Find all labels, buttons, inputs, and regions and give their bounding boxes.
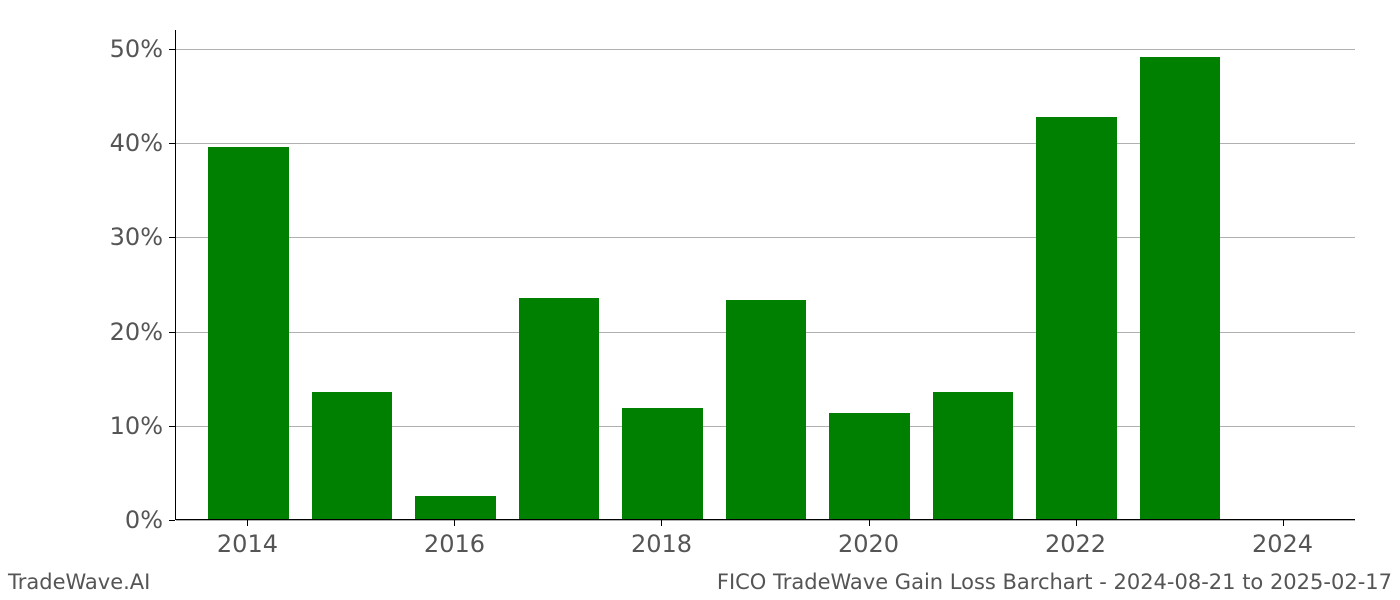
ytick-label: 30%	[105, 223, 163, 251]
xtick-label: 2016	[424, 530, 485, 558]
bar	[1140, 57, 1221, 519]
gridline	[176, 49, 1355, 50]
ytick-label: 20%	[105, 318, 163, 346]
ytick-label: 10%	[105, 412, 163, 440]
bar	[415, 496, 496, 519]
xtick-mark	[1076, 520, 1077, 526]
footer-right-text: FICO TradeWave Gain Loss Barchart - 2024…	[717, 570, 1392, 594]
xtick-mark	[1283, 520, 1284, 526]
xtick-label: 2020	[838, 530, 899, 558]
ytick-mark	[169, 49, 175, 50]
ytick-label: 40%	[105, 129, 163, 157]
xtick-label: 2018	[631, 530, 692, 558]
footer-left-text: TradeWave.AI	[8, 570, 150, 594]
ytick-label: 0%	[105, 506, 163, 534]
ytick-mark	[169, 237, 175, 238]
xtick-mark	[454, 520, 455, 526]
xtick-label: 2024	[1252, 530, 1313, 558]
bar	[829, 413, 910, 519]
xtick-label: 2014	[217, 530, 278, 558]
plot-area	[175, 30, 1355, 520]
ytick-mark	[169, 332, 175, 333]
bar	[1036, 117, 1117, 519]
bar	[312, 392, 393, 519]
bar	[622, 408, 703, 519]
xtick-mark	[661, 520, 662, 526]
gridline	[176, 520, 1355, 521]
bar	[726, 300, 807, 519]
bar	[208, 147, 289, 519]
xtick-label: 2022	[1045, 530, 1106, 558]
ytick-label: 50%	[105, 35, 163, 63]
xtick-mark	[247, 520, 248, 526]
bar	[933, 392, 1014, 519]
ytick-mark	[169, 520, 175, 521]
bar	[519, 298, 600, 519]
ytick-mark	[169, 143, 175, 144]
xtick-mark	[869, 520, 870, 526]
ytick-mark	[169, 426, 175, 427]
